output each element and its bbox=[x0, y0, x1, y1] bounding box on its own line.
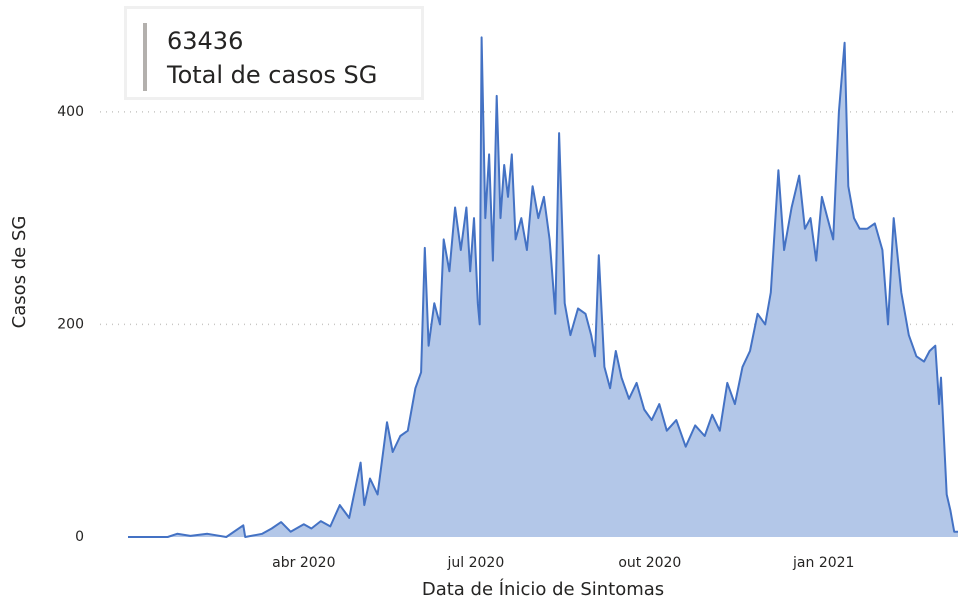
card-accent bbox=[143, 23, 147, 91]
line bbox=[128, 36, 958, 538]
y-axis-label: Casos de SG bbox=[9, 216, 30, 329]
x-axis-label: Data de Ínicio de Sintomas bbox=[422, 578, 664, 600]
y-tick-label: 200 bbox=[57, 316, 84, 332]
x-tick-label: out 2020 bbox=[618, 555, 681, 571]
x-tick-label: jan 2021 bbox=[792, 555, 854, 571]
card: 63436 Total de casos SG bbox=[124, 6, 424, 100]
card-label: Total de casos SG bbox=[167, 61, 378, 89]
y-tick-label: 400 bbox=[57, 104, 84, 120]
x-tick-label: jul 2020 bbox=[447, 555, 505, 571]
area bbox=[128, 37, 958, 538]
card-value: 63436 bbox=[167, 27, 244, 55]
y-tick-label: 0 bbox=[75, 529, 84, 545]
x-tick-label: abr 2020 bbox=[272, 555, 335, 571]
